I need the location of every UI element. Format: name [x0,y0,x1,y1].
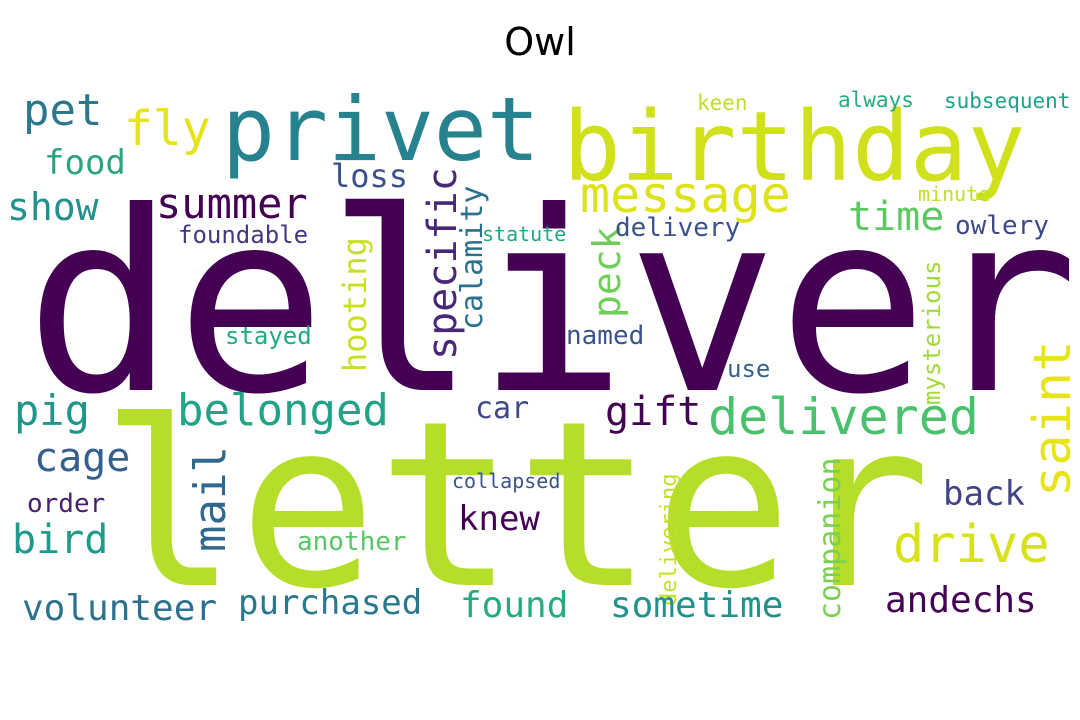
word-keen: keen [697,91,748,115]
word-minute: minute [918,182,990,206]
word-birthday: birthday [563,91,1025,203]
word-calamity: calamity [455,186,490,331]
word-purchased: purchased [238,583,422,623]
word-loss: loss [331,157,408,195]
word-show: show [7,185,99,229]
word-message: message [580,166,791,224]
word-mysterious: mysterious [918,261,946,406]
word-belonged: belonged [177,385,389,436]
word-bird: bird [12,517,108,563]
word-found: found [460,585,568,626]
word-hooting: hooting [336,237,374,372]
word-car: car [475,391,529,426]
word-named: named [566,321,644,351]
chart-title: Owl [504,20,576,64]
word-volunteer: volunteer [22,588,217,629]
word-companion: companion [813,457,848,620]
word-collapsed: collapsed [452,469,560,493]
word-stayed: stayed [225,322,312,350]
word-privet: privet [222,78,540,181]
word-drive: drive [893,515,1050,575]
word-back: back [943,474,1025,514]
word-always: always [838,88,914,112]
word-peck: peck [585,226,629,318]
word-sometime: sometime [610,585,783,626]
word-pet: pet [23,85,102,136]
word-gift: gift [605,389,701,435]
word-fly: fly [124,101,211,157]
word-owlery: owlery [955,211,1049,241]
word-summer: summer [156,179,308,228]
word-specific: specific [420,167,466,360]
word-foundable: foundable [178,221,308,249]
word-mail: mail [185,446,236,552]
word-delivered: delivered [708,388,979,446]
word-delivering: delivering [657,474,682,606]
word-pig: pig [14,386,90,435]
word-delivery: delivery [615,213,740,243]
word-food: food [44,143,126,183]
word-knew: knew [458,499,540,539]
word-use: use [727,355,770,383]
word-saint: saint [1023,340,1080,497]
word-deliver: deliver [25,158,1079,449]
word-time: time [848,194,944,240]
word-order: order [27,489,105,519]
word-statute: statute [482,222,566,246]
word-another: another [297,527,407,557]
word-cage: cage [34,435,130,481]
word-letter: letter [100,373,931,640]
word-andechs: andechs [885,580,1037,621]
word-subsequent: subsequent [944,89,1070,113]
